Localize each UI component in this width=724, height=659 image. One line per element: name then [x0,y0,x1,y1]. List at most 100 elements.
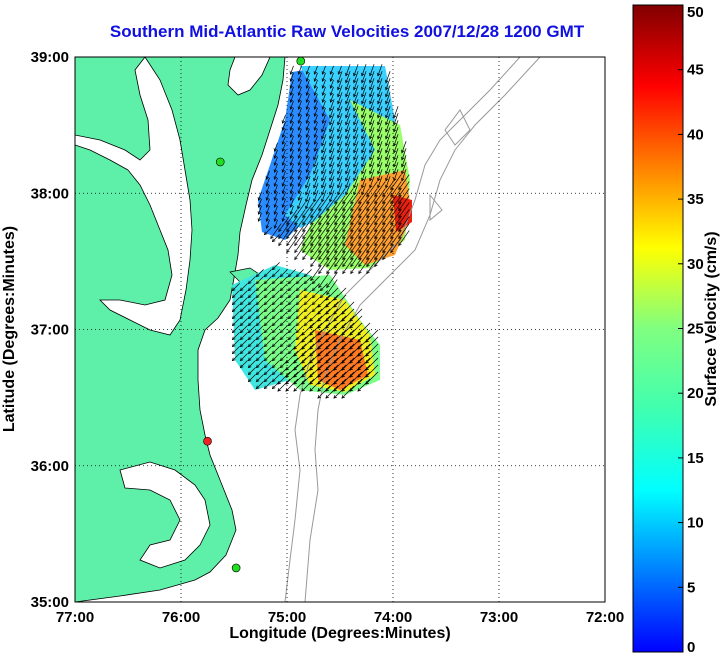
velocity-arrow [369,120,375,132]
station-marker [296,56,306,66]
velocity-arrow [321,134,327,146]
velocity-arrowhead [361,149,365,154]
velocity-arrow [334,188,346,204]
velocity-arrowhead [334,214,338,219]
velocity-arrowhead [393,114,397,119]
velocity-arrow [290,79,294,89]
velocity-arrow [341,378,355,392]
velocity-arrow [232,332,240,340]
velocity-arrow [329,190,335,202]
velocity-arrow [290,114,294,124]
velocity-arrow [374,230,386,246]
velocity-arrow [337,162,343,174]
velocity-arrow [326,258,338,274]
velocity-arrowhead [311,308,316,313]
velocity-arrowhead [385,86,389,91]
velocity-arrowhead [398,221,402,226]
velocity-arrow [318,209,330,225]
velocity-arrow [266,191,270,201]
velocity-arrow [309,364,323,378]
velocity-arrowhead [289,99,293,103]
velocity-arrow [318,272,330,288]
velocity-arrow [272,367,280,375]
velocity-arrow [361,106,367,118]
velocity-arrow [390,195,402,211]
velocity-arrow [298,135,302,145]
velocity-arrow [309,315,323,329]
velocity-arrowhead [337,121,341,126]
velocity-arrowhead [398,193,402,198]
velocity-arrowhead [345,177,349,182]
velocity-arrowhead [366,221,370,226]
velocity-arrowhead [297,162,301,166]
velocity-arrow [264,290,272,298]
velocity-arrow [353,169,359,181]
velocity-arrow [321,127,327,139]
velocity-arrow [369,106,375,118]
velocity-arrow [361,176,367,188]
velocity-arrow [248,276,256,284]
velocity-arrowhead [361,121,365,126]
velocity-arrowhead [377,93,381,98]
velocity-arrowhead [374,228,378,233]
velocity-arrow [318,230,330,246]
velocity-arrow [266,219,270,229]
velocity-arrowhead [398,200,402,205]
velocity-arrow [357,329,371,343]
velocity-arrowhead [398,228,402,233]
velocity-arrow [274,163,278,173]
velocity-arrow [294,202,306,218]
velocity-arrowhead [390,228,394,233]
velocity-arrowhead [313,92,317,96]
velocity-arrowhead [239,287,244,292]
velocity-arrow [301,322,315,336]
velocity-arrow [366,188,378,204]
velocity-arrowhead [358,214,362,219]
velocity-arrow [390,209,402,225]
velocity-arrow [301,364,315,378]
velocity-arrowhead [273,148,277,152]
station-marker [215,157,225,167]
velocity-arrow [280,283,288,291]
y-tick-label: 39:00 [31,49,69,66]
velocity-arrowhead [369,128,373,133]
velocity-arrow [305,190,311,202]
velocity-arrow [337,120,343,132]
velocity-arrowhead [271,371,276,376]
velocity-arrow [286,230,298,246]
velocity-arrowhead [289,148,293,152]
velocity-arrowhead [231,343,236,348]
velocity-arrowhead [255,315,260,320]
velocity-arrowhead [377,142,381,147]
velocity-arrowhead [329,121,333,126]
velocity-arrowhead [361,86,365,91]
velocity-arrow [274,184,278,194]
velocity-arrowhead [350,200,354,205]
velocity-arrowhead [263,385,268,390]
velocity-arrow [345,71,351,83]
velocity-arrowhead [305,184,309,189]
velocity-arrowhead [297,169,301,173]
velocity-arrowhead [257,218,261,222]
velocity-arrow [280,360,288,368]
velocity-arrowhead [353,100,357,105]
velocity-arrow [248,325,256,333]
velocity-arrowhead [374,207,378,212]
velocity-arrowhead [297,127,301,131]
velocity-arrowhead [366,200,370,205]
velocity-arrowhead [273,176,277,180]
velocity-arrow [398,188,410,204]
velocity-arrow [298,128,302,138]
velocity-arrow [274,170,278,180]
velocity-arrowhead [369,93,373,98]
velocity-arrow [298,191,302,201]
velocity-arrow [349,378,363,392]
velocity-arrow [353,148,359,160]
velocity-arrow [393,141,399,153]
velocity-arrowhead [281,141,285,145]
velocity-arrowhead [239,350,244,355]
velocity-arrowhead [247,343,252,348]
velocity-arrow [313,183,319,195]
velocity-arrow [337,92,343,104]
velocity-arrow [350,216,362,232]
